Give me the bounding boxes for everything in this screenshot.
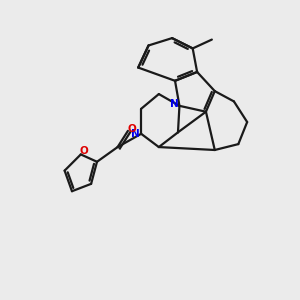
Text: O: O [128, 124, 137, 134]
Text: N: N [131, 129, 140, 139]
Text: N: N [170, 99, 178, 110]
Text: O: O [80, 146, 88, 156]
